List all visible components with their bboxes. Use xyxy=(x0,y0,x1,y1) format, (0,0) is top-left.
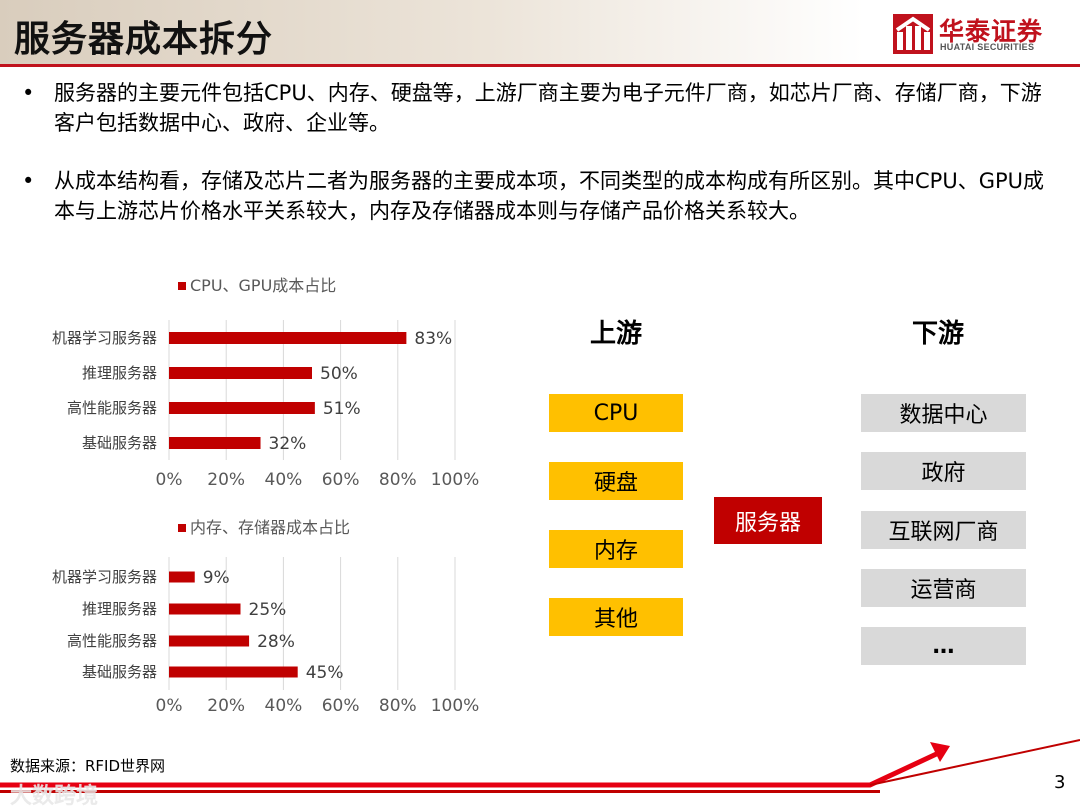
downstream-heading: 下游 xyxy=(912,319,965,349)
data-label: 83% xyxy=(414,329,452,349)
memory-storage-cost-chart: 0% 20% 40% 60% 80% 100% 内存、存储器成本占比机器学习服务器 9% 推理服… xyxy=(0,512,520,732)
logo-chinese-text: 华泰证券 xyxy=(939,17,1044,46)
data-label: 28% xyxy=(257,632,295,652)
bar xyxy=(169,603,241,615)
bar xyxy=(169,571,195,583)
upstream-box-other: 其他 xyxy=(549,598,683,636)
bar xyxy=(169,437,261,449)
bullet-text: 服务器的主要元件包括CPU、内存、硬盘等，上游厂商主要为电子元件厂商，如芯片厂商… xyxy=(54,81,1042,135)
bar xyxy=(169,666,298,678)
upstream-box-cpu: CPU xyxy=(549,394,683,432)
data-label: 9% xyxy=(203,568,230,588)
x-tick-label: 60% xyxy=(322,470,360,490)
category-label: 基础服务器 xyxy=(82,663,157,681)
title-divider xyxy=(0,64,1080,67)
data-source: 数据来源：RFID世界网 xyxy=(10,757,166,775)
upstream-box-memory: 内存 xyxy=(549,530,683,568)
legend-label: CPU、GPU成本占比 xyxy=(190,276,336,295)
x-tick-label: 20% xyxy=(207,470,245,490)
huatai-logo-icon xyxy=(893,14,933,54)
upstream-box-disk: 硬盘 xyxy=(549,462,683,500)
bullet-text: 从成本结构看，存储及芯片二者为服务器的主要成本项，不同类型的成本构成有所区别。其… xyxy=(54,169,1045,223)
downstream-box-carrier: 运营商 xyxy=(861,569,1026,607)
x-tick-label: 80% xyxy=(379,470,417,490)
category-label: 基础服务器 xyxy=(82,434,157,452)
category-label: 高性能服务器 xyxy=(67,632,157,650)
bar xyxy=(169,332,407,344)
data-label: 51% xyxy=(323,399,361,419)
category-label: 机器学习服务器 xyxy=(52,568,157,586)
category-label: 推理服务器 xyxy=(82,364,157,382)
logo-english-text: HUATAI SECURITIES xyxy=(940,42,1035,52)
bar xyxy=(169,402,315,414)
category-label: 推理服务器 xyxy=(82,600,157,618)
data-label: 50% xyxy=(320,364,358,384)
category-label: 机器学习服务器 xyxy=(52,329,157,347)
footer-arrow-decoration xyxy=(0,739,1080,793)
category-label: 高性能服务器 xyxy=(67,399,157,417)
data-label: 45% xyxy=(306,663,344,683)
server-box: 服务器 xyxy=(714,497,822,544)
page-title: 服务器成本拆分 xyxy=(14,19,274,60)
watermark: 大数跨境 xyxy=(10,784,99,809)
bullet-symbol: • xyxy=(22,81,35,105)
upstream-heading: 上游 xyxy=(590,319,643,349)
bar xyxy=(169,635,250,647)
legend-swatch xyxy=(178,524,186,532)
x-tick-label: 60% xyxy=(322,696,360,716)
bar xyxy=(169,367,312,379)
x-tick-label: 100% xyxy=(431,696,480,716)
page-number: 3 xyxy=(1054,772,1066,793)
downstream-box-datacenter: 数据中心 xyxy=(861,394,1026,432)
x-tick-label: 40% xyxy=(265,470,303,490)
cpu-gpu-cost-chart: 0% 20% 40% 60% 80% 100% CPU、GPU成本占比机器学习服务器 83% 推… xyxy=(0,270,520,505)
bullet-symbol: • xyxy=(22,169,35,193)
title-bar: 服务器成本拆分 华泰证券 HUATAI SECURITIES xyxy=(0,0,1080,64)
downstream-box-more: … xyxy=(861,627,1026,665)
company-logo: 华泰证券 HUATAI SECURITIES xyxy=(893,12,1063,56)
x-tick-label: 100% xyxy=(431,470,480,490)
x-tick-label: 0% xyxy=(156,696,183,716)
legend-label: 内存、存储器成本占比 xyxy=(190,518,350,537)
data-label: 25% xyxy=(249,600,287,620)
data-label: 32% xyxy=(269,434,307,454)
x-tick-label: 0% xyxy=(156,470,183,490)
downstream-box-government: 政府 xyxy=(861,452,1026,490)
x-tick-label: 80% xyxy=(379,696,417,716)
legend-swatch xyxy=(178,282,186,290)
x-tick-label: 20% xyxy=(207,696,245,716)
downstream-box-internet: 互联网厂商 xyxy=(861,511,1026,549)
x-tick-label: 40% xyxy=(265,696,303,716)
